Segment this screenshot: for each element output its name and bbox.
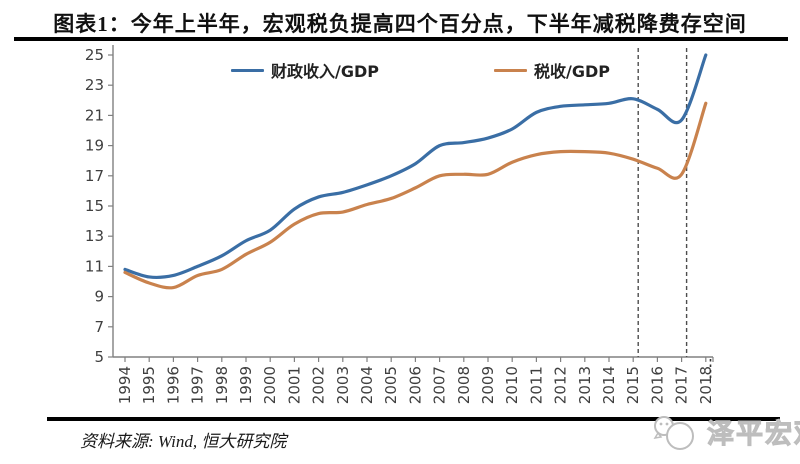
x-tick-label: 2005 [382, 366, 400, 404]
footer-divider-rule [47, 417, 780, 421]
y-tick-label: 13 [85, 227, 104, 245]
x-tick-label: 2011 [527, 366, 545, 404]
x-tick-label: 2014 [600, 366, 618, 404]
title-divider-rule [14, 37, 788, 41]
x-tick-label: 2004 [358, 366, 376, 404]
y-tick-label: 21 [85, 106, 104, 124]
x-tick-label: 2013 [576, 366, 594, 404]
x-tick-label: 1998 [213, 366, 231, 404]
x-tick-label: 2003 [334, 366, 352, 404]
y-tick-label: 17 [85, 167, 104, 185]
x-tick-label: 2001 [285, 366, 303, 404]
y-tick-label: 23 [85, 76, 104, 94]
x-tick-label: 2010 [503, 366, 521, 404]
x-tick-label: 2018 [697, 366, 715, 404]
y-tick-label: 15 [85, 197, 104, 215]
x-tick-label: 1995 [140, 366, 158, 404]
x-tick-label: 2012 [552, 366, 570, 404]
dashed-annotation-lines [637, 48, 712, 379]
x-tick-label: 2015 [624, 366, 642, 404]
panda-face-icon [653, 415, 694, 450]
x-tick-label: 2000 [261, 366, 279, 404]
y-axis-ticks: 5 7 9 11 13 15 17 19 21 23 25 [85, 46, 113, 366]
axes [112, 45, 713, 358]
x-tick-label: 2007 [431, 366, 449, 404]
data-source-note: 资料来源: Wind, 恒大研究院 [80, 432, 287, 451]
chart-title: 图表1：今年上半年，宏观税负提高四个百分点，下半年减税降费存空间 [53, 12, 747, 36]
x-tick-label: 2017 [673, 366, 691, 404]
x-tick-label: 2002 [310, 366, 328, 404]
y-tick-label: 7 [94, 318, 104, 336]
x-tick-label: 1994 [116, 366, 134, 404]
zeping-macro-watermark: 泽平宏观 [650, 412, 800, 451]
watermark-text: 泽平宏观 [707, 419, 800, 451]
x-tick-label: 2006 [406, 366, 424, 404]
x-tick-label: 1996 [164, 366, 182, 404]
y-tick-label: 25 [85, 46, 104, 64]
x-tick-label: 2016 [648, 366, 666, 404]
series-line-tax [123, 101, 708, 290]
x-tick-label: 2009 [479, 366, 497, 404]
y-tick-label: 19 [85, 137, 104, 155]
x-tick-label: 1999 [237, 366, 255, 404]
x-tick-label: 1997 [189, 366, 207, 404]
x-axis-ticks: 1994 1995 1996 1997 1998 1999 2000 2001 2002 2003… [116, 357, 715, 404]
series-line-fiscal-revenue [123, 53, 708, 280]
y-tick-label: 5 [94, 348, 104, 366]
x-tick-label: 2008 [455, 366, 473, 404]
y-tick-label: 9 [94, 288, 104, 306]
y-tick-label: 11 [85, 257, 104, 275]
